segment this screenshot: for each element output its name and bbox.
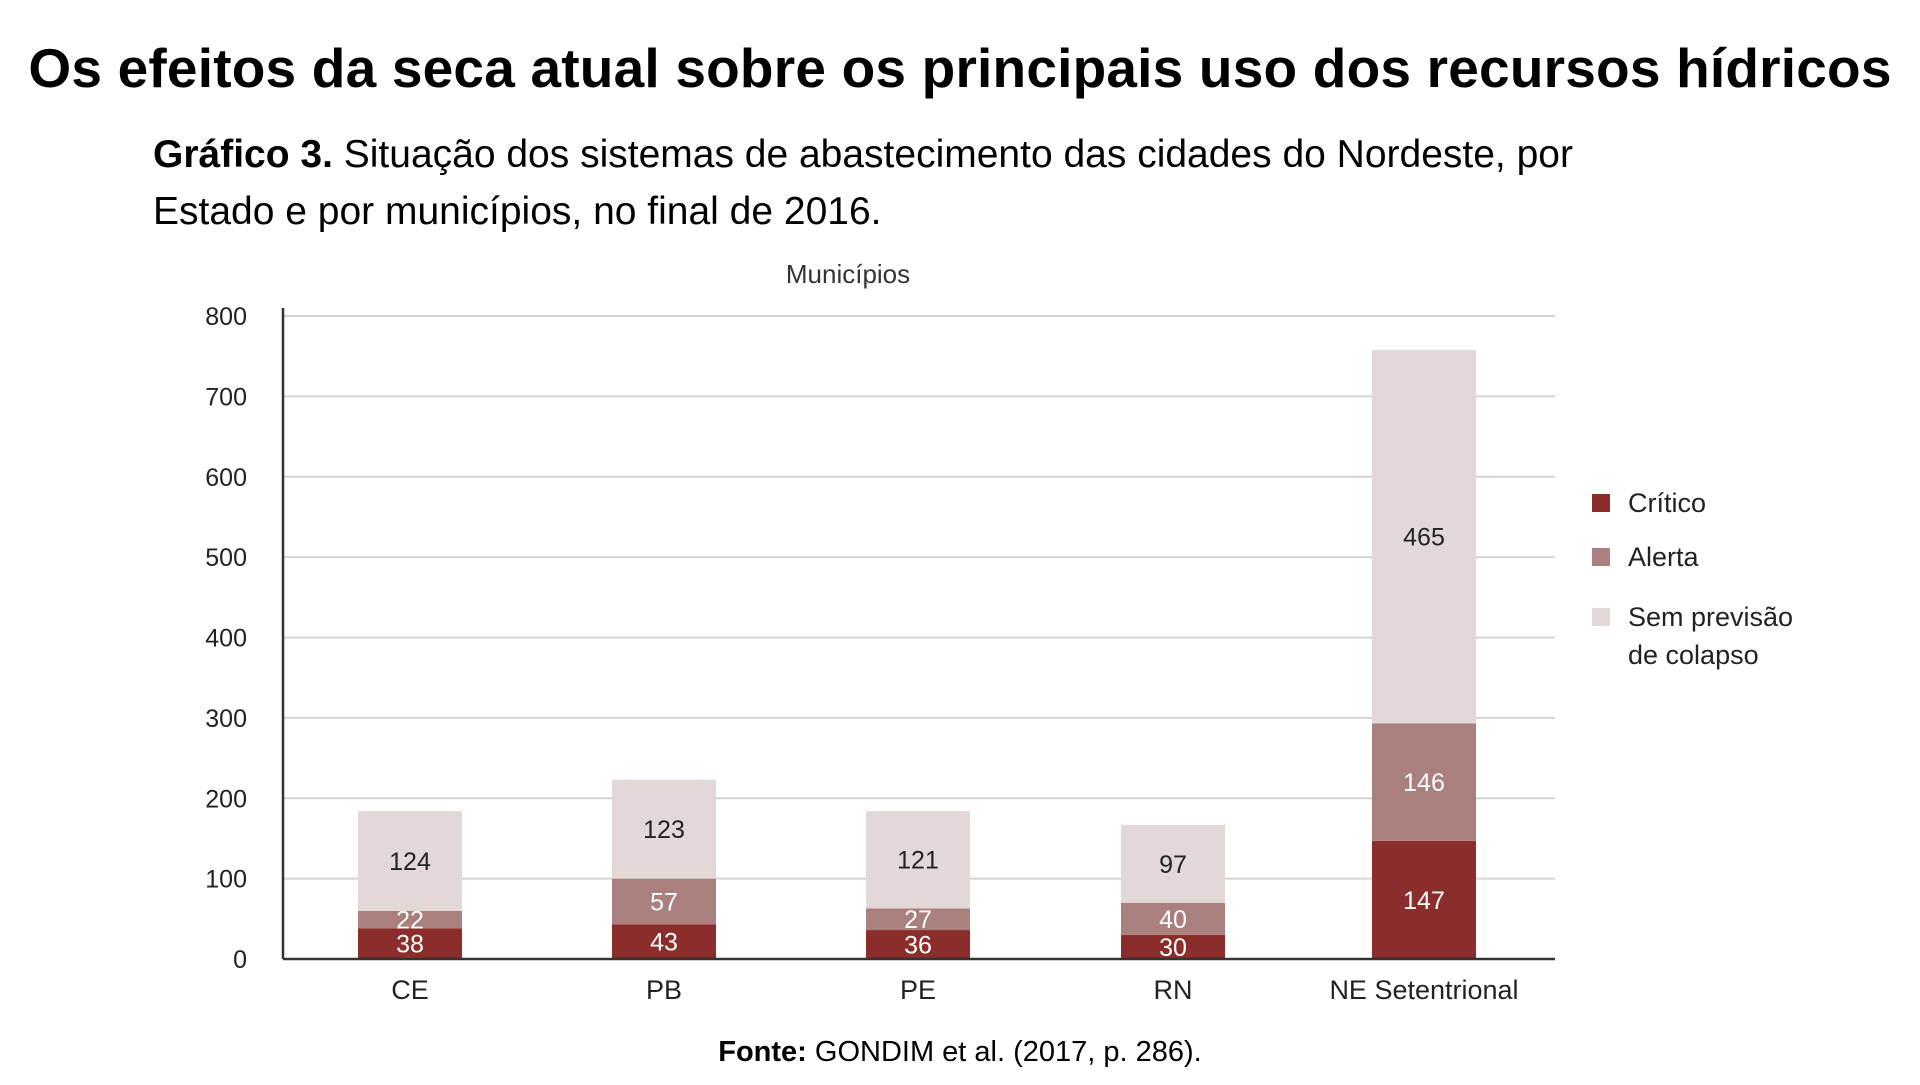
- y-tick-label: 700: [205, 383, 247, 411]
- source-label: Fonte:: [718, 1036, 807, 1068]
- data-label: 36: [904, 932, 932, 960]
- data-label: 40: [1159, 906, 1187, 934]
- y-tick-label: 100: [205, 866, 247, 894]
- data-label: 465: [1403, 524, 1445, 552]
- legend-label: de colapso: [1628, 640, 1759, 670]
- legend-label: Crítico: [1628, 488, 1706, 518]
- y-tick-label: 600: [205, 464, 247, 492]
- y-tick-label: 300: [205, 705, 247, 733]
- x-tick-label: NE Setentrional: [1329, 975, 1518, 1005]
- data-label: 97: [1159, 851, 1187, 879]
- data-label: 146: [1403, 769, 1445, 797]
- data-label: 27: [904, 906, 932, 934]
- y-tick-label: 500: [205, 544, 247, 572]
- source-note: Fonte: GONDIM et al. (2017, p. 286).: [0, 1036, 1920, 1069]
- legend-swatch: [1592, 494, 1610, 512]
- x-tick-label: PE: [900, 975, 936, 1005]
- chart-title: Municípios: [786, 259, 910, 289]
- legend-swatch: [1592, 608, 1610, 626]
- y-tick-label: 400: [205, 625, 247, 653]
- x-tick-label: PB: [646, 975, 682, 1005]
- data-label: 121: [897, 847, 939, 875]
- x-tick-label: RN: [1154, 975, 1193, 1005]
- data-label: 147: [1403, 887, 1445, 915]
- legend-label: Sem previsão: [1628, 602, 1793, 632]
- data-label: 57: [650, 889, 678, 917]
- y-tick-label: 200: [205, 785, 247, 813]
- data-label: 124: [389, 848, 431, 876]
- legend-label: Alerta: [1628, 542, 1700, 572]
- data-label: 22: [396, 907, 424, 935]
- data-label: 38: [396, 931, 424, 959]
- source-text: GONDIM et al. (2017, p. 286).: [815, 1036, 1202, 1068]
- y-tick-label: 0: [233, 946, 247, 974]
- data-label: 123: [643, 816, 685, 844]
- data-label: 43: [650, 929, 678, 957]
- data-label: 30: [1159, 934, 1187, 962]
- y-tick-label: 800: [205, 303, 247, 331]
- x-tick-label: CE: [391, 975, 429, 1005]
- legend-swatch: [1592, 548, 1610, 566]
